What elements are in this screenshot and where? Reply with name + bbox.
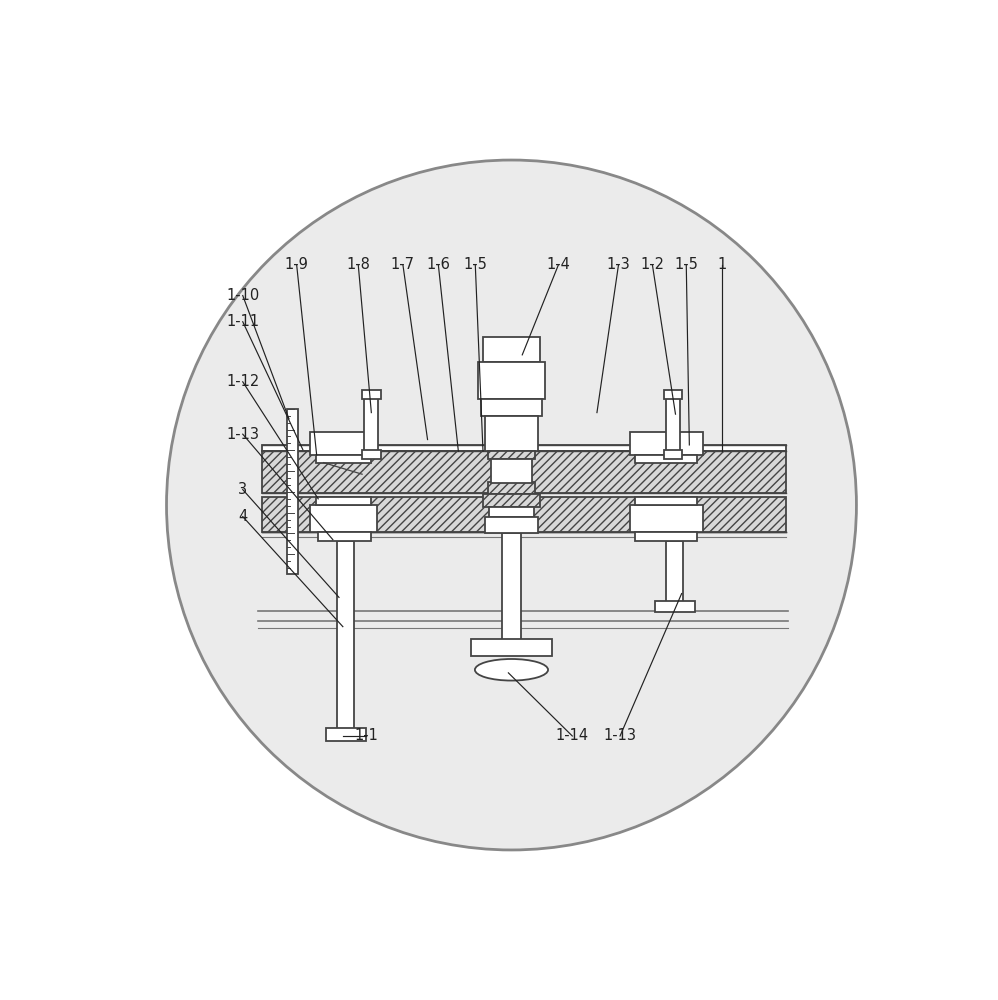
Bar	[362, 389, 380, 399]
Bar	[364, 396, 378, 451]
Bar	[485, 517, 538, 533]
Bar	[287, 409, 298, 574]
Bar	[362, 450, 380, 459]
Text: 1-2: 1-2	[641, 257, 665, 272]
Bar	[636, 497, 697, 505]
Bar	[489, 507, 534, 517]
Bar	[485, 416, 538, 451]
Bar	[667, 541, 684, 604]
Bar	[309, 432, 377, 455]
Bar	[326, 728, 366, 741]
Bar	[481, 399, 542, 416]
Text: 1-8: 1-8	[346, 257, 370, 272]
Bar	[655, 601, 695, 612]
Bar	[262, 445, 785, 451]
Bar	[636, 532, 697, 541]
Bar	[483, 337, 540, 362]
Bar	[318, 532, 370, 541]
Bar	[488, 482, 535, 494]
Text: 1-9: 1-9	[284, 257, 308, 272]
Ellipse shape	[475, 659, 548, 681]
Bar	[262, 497, 785, 532]
Bar	[502, 533, 521, 644]
Bar	[262, 451, 785, 493]
Circle shape	[167, 160, 856, 850]
Text: 1-14: 1-14	[556, 728, 589, 744]
Bar	[478, 362, 545, 399]
Bar	[630, 432, 704, 455]
Text: 1-1: 1-1	[354, 728, 378, 744]
Bar	[664, 450, 683, 459]
Bar	[316, 455, 371, 463]
Text: 1-6: 1-6	[426, 257, 450, 272]
Bar	[337, 541, 354, 732]
Text: 1-5: 1-5	[463, 257, 487, 272]
Bar	[630, 505, 704, 532]
Text: 4: 4	[239, 509, 248, 524]
Text: 1-13: 1-13	[227, 427, 259, 442]
Text: 1-10: 1-10	[227, 288, 259, 303]
Bar	[309, 505, 377, 532]
Text: 1-4: 1-4	[547, 257, 571, 272]
Bar	[483, 494, 540, 507]
Text: 1-12: 1-12	[227, 374, 259, 389]
Bar	[636, 455, 697, 463]
Text: 1-13: 1-13	[604, 728, 637, 744]
Bar	[316, 497, 371, 505]
Bar	[491, 459, 532, 483]
Bar	[664, 389, 683, 399]
Text: 1-3: 1-3	[607, 257, 631, 272]
Text: 3: 3	[239, 482, 248, 497]
Bar	[488, 451, 535, 459]
Text: 1: 1	[717, 257, 727, 272]
Text: 1-5: 1-5	[675, 257, 699, 272]
Bar	[471, 639, 552, 656]
Text: 1-7: 1-7	[391, 257, 415, 272]
Bar	[667, 396, 680, 451]
Text: 1-11: 1-11	[227, 314, 259, 329]
